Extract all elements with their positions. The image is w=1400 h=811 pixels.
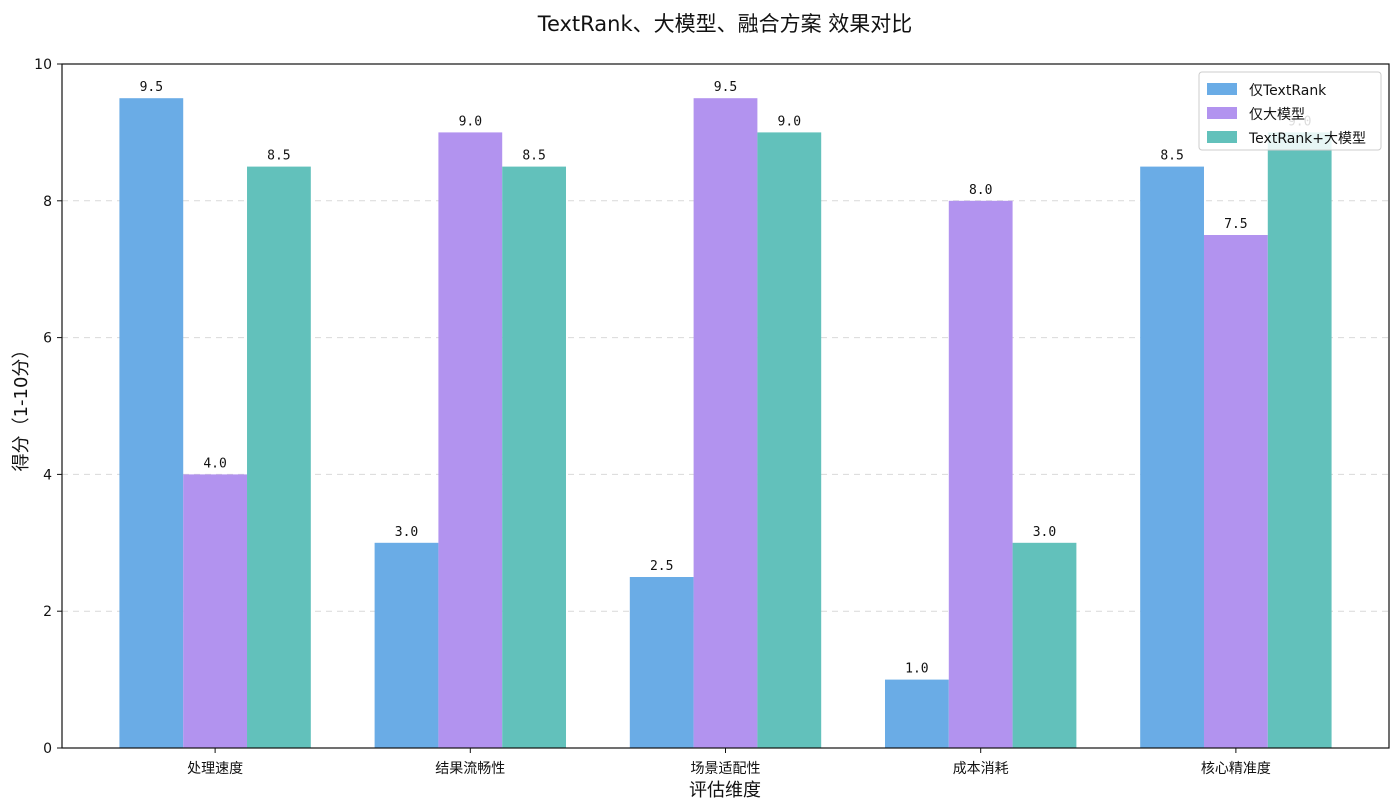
bar-value-label: 1.0 — [905, 662, 928, 677]
bar-value-label: 3.0 — [395, 525, 418, 540]
bar-value-label: 3.0 — [1033, 525, 1056, 540]
y-tick-label: 8 — [43, 194, 52, 210]
y-tick-label: 6 — [43, 331, 52, 347]
x-tick-label: 处理速度 — [187, 761, 243, 777]
legend: 仅TextRank 仅大模型 TextRank+大模型 — [1198, 71, 1382, 151]
bar-1-1 — [119, 98, 184, 748]
bar-value-label: 2.5 — [650, 559, 673, 574]
bar-value-label: 9.0 — [778, 114, 801, 129]
bar-3-5 — [1267, 132, 1332, 748]
chart-title: TextRank、大模型、融合方案 效果对比 — [537, 12, 913, 36]
bar-2-1 — [183, 474, 248, 748]
axis-ticks: 0 2 4 6 8 10 处理速度 结果流畅性 场景适配性 成本消耗 核心精准度 — [34, 57, 1271, 777]
bar-value-label: 4.0 — [203, 456, 226, 471]
legend-swatch — [1207, 131, 1237, 143]
legend-entry-label: 仅TextRank — [1249, 83, 1327, 99]
bar-value-label: 8.5 — [267, 149, 290, 164]
bar-3-4 — [1012, 542, 1077, 748]
bar-3-1 — [247, 166, 311, 749]
bar-1-2 — [374, 542, 439, 748]
y-axis-label: 得分（1-10分） — [11, 341, 32, 472]
bar-2-4 — [948, 200, 1013, 749]
x-tick-label: 核心精准度 — [1201, 761, 1271, 777]
bar-value-label: 9.5 — [140, 80, 163, 95]
bar-value-label: 8.5 — [1160, 149, 1183, 164]
bar-2-2 — [438, 132, 503, 748]
legend-entry-label: TextRank+大模型 — [1248, 131, 1366, 147]
bar-value-label: 8.5 — [522, 149, 545, 164]
bar-3-3 — [757, 132, 822, 748]
bar-3-2 — [502, 166, 567, 749]
y-tick-label: 4 — [43, 467, 52, 483]
bar-1-4 — [884, 679, 949, 748]
x-tick-label: 场景适配性 — [691, 761, 761, 777]
bar-value-label: 9.0 — [459, 114, 482, 129]
legend-swatch — [1207, 107, 1237, 119]
legend-box — [1198, 71, 1382, 151]
bar-value-label: 9.5 — [714, 80, 737, 95]
bar-1-3 — [629, 577, 694, 748]
legend-swatch — [1207, 83, 1237, 95]
bar-2-5 — [1203, 235, 1268, 748]
x-axis-label: 评估维度 — [689, 780, 761, 801]
y-tick-label: 2 — [43, 604, 52, 620]
legend-entry-label: 仅大模型 — [1249, 107, 1305, 123]
y-tick-label: 0 — [43, 741, 52, 757]
bar-2-3 — [693, 98, 758, 748]
bar-value-label: 7.5 — [1224, 217, 1247, 232]
x-tick-label: 成本消耗 — [953, 761, 1009, 777]
x-tick-label: 结果流畅性 — [435, 761, 505, 777]
bar-1-5 — [1140, 166, 1204, 749]
bars — [119, 98, 1332, 749]
y-tick-label: 10 — [34, 57, 52, 73]
bar-value-label: 8.0 — [969, 183, 992, 198]
